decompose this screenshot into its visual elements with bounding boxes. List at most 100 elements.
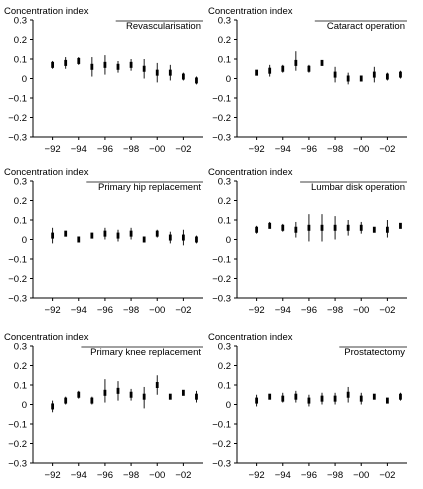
data-point [168, 393, 172, 400]
data-point [64, 397, 68, 404]
y-tick-label: −0.3 [212, 132, 231, 143]
y-tick-label: 0.3 [14, 341, 27, 352]
data-point [195, 77, 198, 84]
x-tick-label: −02 [175, 470, 191, 481]
data-point [385, 73, 389, 80]
x-tick-label: −96 [301, 144, 317, 155]
data-point [90, 63, 94, 70]
x-tick-label: −94 [275, 305, 291, 316]
data-point [181, 389, 185, 396]
y-tick-label: 0.1 [14, 54, 27, 65]
y-tick-label: 0.3 [218, 15, 231, 26]
data-point [116, 387, 120, 394]
y-tick-label: 0.2 [218, 361, 231, 372]
data-point [333, 395, 337, 402]
data-point [268, 222, 272, 229]
data-point [142, 65, 146, 72]
data-point [268, 67, 272, 74]
x-tick-label: −00 [149, 144, 165, 155]
panel-title: Lumbar disk operation [311, 182, 405, 193]
x-tick-label: −92 [45, 144, 61, 155]
data-point [77, 236, 81, 243]
data-point [255, 397, 259, 404]
data-point [307, 397, 311, 404]
data-point [103, 230, 107, 237]
data-point [320, 59, 324, 66]
x-tick-label: −94 [71, 144, 87, 155]
data-point [294, 59, 298, 66]
x-tick-label: −00 [353, 305, 369, 316]
y-tick-label: 0 [22, 235, 27, 246]
y-tick-label: 0.2 [14, 361, 27, 372]
data-point [307, 65, 311, 72]
data-point [168, 234, 172, 241]
data-point [346, 391, 350, 398]
x-tick-label: −00 [149, 305, 165, 316]
x-tick-label: −02 [175, 305, 191, 316]
data-point [51, 232, 55, 239]
data-point [320, 395, 324, 402]
x-tick-label: −96 [301, 470, 317, 481]
data-point [294, 393, 298, 400]
y-tick-label: 0.2 [218, 35, 231, 46]
y-tick-label: 0 [226, 235, 231, 246]
y-tick-label: −0.2 [212, 439, 231, 450]
data-point [372, 393, 376, 400]
y-tick-label: 0 [226, 400, 231, 411]
x-tick-label: −96 [301, 305, 317, 316]
data-point [64, 230, 68, 237]
data-point [77, 391, 81, 398]
x-tick-label: −94 [71, 305, 87, 316]
y-tick-label: −0.1 [8, 419, 27, 430]
panel-title: Cataract operation [327, 21, 405, 32]
data-point [129, 230, 133, 237]
y-tick-label: −0.2 [212, 113, 231, 124]
y-tick-label: 0.3 [14, 15, 27, 26]
data-point [77, 57, 81, 64]
y-tick-label: 0.1 [218, 54, 231, 65]
data-point [51, 61, 55, 68]
data-point [51, 403, 55, 410]
data-point [399, 222, 402, 229]
y-tick-label: −0.2 [8, 113, 27, 124]
data-point [346, 75, 350, 82]
y-tick-label: −0.1 [212, 254, 231, 265]
x-tick-label: −94 [275, 470, 291, 481]
y-tick-label: 0.3 [14, 176, 27, 187]
data-point [385, 397, 389, 404]
data-point [268, 393, 272, 400]
x-tick-label: −94 [71, 470, 87, 481]
y-tick-label: −0.3 [212, 293, 231, 304]
x-tick-label: −98 [327, 305, 343, 316]
data-point [181, 234, 185, 241]
panel-4: Concentration index Lumbar disk operation… [208, 167, 407, 316]
x-tick-label: −96 [97, 470, 113, 481]
data-point [155, 382, 159, 388]
y-tick-label: −0.1 [212, 93, 231, 104]
x-tick-label: −00 [353, 144, 369, 155]
y-axis-label: Concentration index [208, 167, 293, 178]
y-tick-label: 0.3 [218, 176, 231, 187]
y-tick-label: 0.2 [218, 196, 231, 207]
y-tick-label: −0.2 [212, 274, 231, 285]
y-tick-label: −0.3 [8, 132, 27, 143]
data-point [307, 224, 311, 231]
x-tick-label: −98 [123, 305, 139, 316]
data-point [372, 226, 376, 233]
x-tick-label: −98 [123, 470, 139, 481]
y-axis-label: Concentration index [4, 6, 89, 17]
data-point [129, 61, 133, 68]
panel-title: Primary hip replacement [98, 182, 201, 193]
data-point [281, 65, 285, 72]
panel-2: Concentration index Cataract operation −0.… [208, 6, 407, 155]
y-axis-label: Concentration index [4, 167, 89, 178]
data-point [359, 395, 363, 402]
data-point [333, 71, 337, 78]
y-tick-label: −0.1 [8, 93, 27, 104]
y-tick-label: 0.2 [14, 35, 27, 46]
data-point [399, 71, 402, 78]
panel-title: Primary knee replacement [90, 347, 201, 358]
y-tick-label: 0.1 [218, 215, 231, 226]
